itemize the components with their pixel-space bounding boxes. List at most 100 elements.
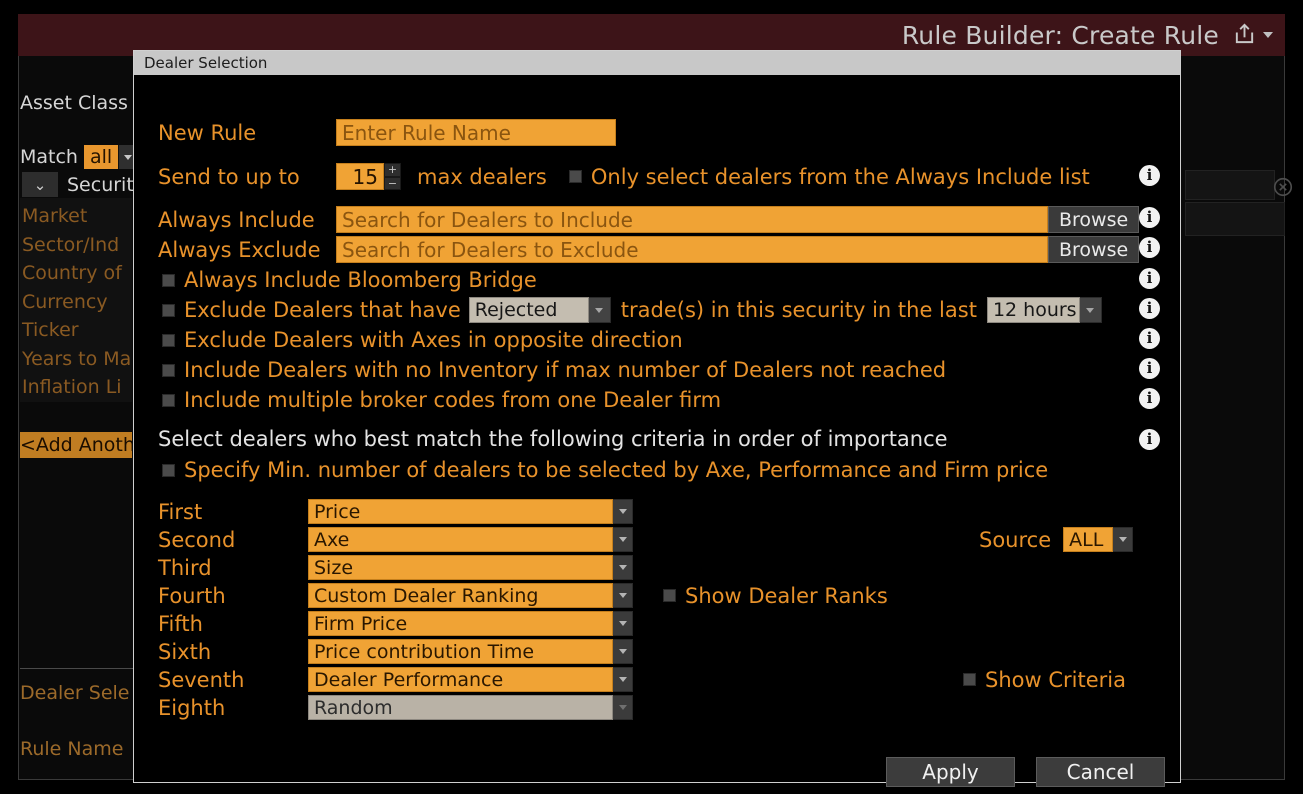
always-exclude-label: Always Exclude: [158, 237, 321, 262]
info-icon[interactable]: i: [1139, 429, 1160, 450]
option-exclude-axes-row[interactable]: Exclude Dealers with Axes in opposite di…: [162, 328, 683, 352]
info-icon[interactable]: i: [1139, 268, 1160, 289]
add-another-button[interactable]: <Add Anoth: [20, 432, 132, 458]
info-icon-glyph: i: [1139, 298, 1160, 319]
chevron-down-icon[interactable]: [1113, 527, 1134, 552]
ranking-row-fourth: Fourth Custom Dealer Ranking Show Dealer…: [158, 583, 888, 608]
info-icon[interactable]: i: [1139, 207, 1160, 228]
source-select[interactable]: ALL: [1063, 527, 1134, 552]
rejected-status-value: Rejected: [468, 297, 589, 323]
info-icon[interactable]: i: [1139, 328, 1160, 349]
cancel-button[interactable]: Cancel: [1036, 757, 1165, 787]
specify-min-row[interactable]: Specify Min. number of dealers to be sel…: [162, 458, 1048, 482]
send-to-row: Send to up to 15 + − max dealers Only se…: [158, 163, 1090, 190]
max-dealers-stepper[interactable]: 15 + −: [336, 163, 401, 190]
minus-icon[interactable]: −: [384, 176, 401, 190]
ranking-select-first[interactable]: Price: [308, 499, 633, 524]
show-criteria-checkbox[interactable]: [963, 673, 976, 686]
match-dropdown-chevron-down-icon[interactable]: [118, 145, 137, 169]
chevron-down-icon[interactable]: [613, 527, 633, 552]
ranking-select-seventh[interactable]: Dealer Performance: [308, 667, 633, 692]
background-field-upper[interactable]: [1185, 170, 1275, 200]
ranking-select-fifth[interactable]: Firm Price: [308, 611, 633, 636]
info-icon[interactable]: i: [1139, 388, 1160, 409]
info-icon-glyph: i: [1139, 268, 1160, 289]
chevron-down-icon[interactable]: [613, 611, 633, 636]
exclude-axes-opposite-checkbox[interactable]: [162, 333, 175, 347]
ranking-value: Custom Dealer Ranking: [308, 583, 613, 608]
stepper-buttons: + −: [384, 163, 401, 190]
ranking-select-sixth[interactable]: Price contribution Time: [308, 639, 633, 664]
plus-icon[interactable]: +: [384, 163, 401, 177]
list-item[interactable]: Years to Ma: [22, 347, 132, 370]
list-item[interactable]: Inflation Li: [22, 376, 122, 398]
match-row: Match all: [20, 145, 137, 169]
max-dealers-value[interactable]: 15: [336, 163, 384, 190]
list-item[interactable]: Market: [22, 205, 88, 227]
ranking-select-third[interactable]: Size: [308, 555, 633, 580]
option-bloomberg-bridge-row[interactable]: Always Include Bloomberg Bridge: [162, 268, 537, 292]
chevron-down-icon[interactable]: [1263, 32, 1273, 38]
share-export-icon[interactable]: [1233, 22, 1256, 49]
always-include-browse-button[interactable]: Browse: [1048, 206, 1140, 233]
chevron-down-icon[interactable]: [588, 297, 611, 323]
info-icon[interactable]: i: [1139, 237, 1160, 258]
apply-button[interactable]: Apply: [886, 757, 1015, 787]
ranking-ordinal: Eighth: [158, 695, 226, 720]
dialog-titlebar: Dealer Selection: [134, 51, 1180, 75]
ranking-select-second[interactable]: Axe: [308, 527, 633, 552]
list-item[interactable]: Sector/Ind: [22, 233, 120, 256]
background-field-lower[interactable]: [1185, 202, 1285, 236]
always-include-bloomberg-bridge-checkbox[interactable]: [162, 273, 175, 287]
security-label: Securit: [67, 173, 134, 196]
ranking-ordinal: Fifth: [158, 611, 203, 636]
option-multiple-broker-codes-row[interactable]: Include multiple broker codes from one D…: [162, 388, 721, 412]
ranking-value: Dealer Performance: [308, 667, 613, 692]
always-exclude-browse-button[interactable]: Browse: [1048, 236, 1140, 263]
match-value[interactable]: all: [83, 145, 119, 169]
exclude-rejected-checkbox[interactable]: [162, 303, 175, 317]
chevron-down-icon[interactable]: [613, 555, 633, 580]
rule-name-bg-label: Rule Name: [20, 738, 124, 760]
ranking-select-fourth[interactable]: Custom Dealer Ranking: [308, 583, 633, 608]
security-row[interactable]: ⌄ Securit: [22, 172, 134, 197]
ranking-ordinal: Third: [158, 555, 212, 580]
chevron-down-icon[interactable]: [613, 639, 633, 664]
show-dealer-ranks-checkbox[interactable]: [663, 589, 676, 602]
list-item[interactable]: Country of: [22, 262, 122, 284]
rejected-status-select[interactable]: Rejected: [468, 297, 611, 323]
clear-circle-x-icon[interactable]: [1272, 176, 1294, 202]
specify-min-checkbox[interactable]: [162, 463, 175, 477]
info-icon-glyph: i: [1139, 429, 1160, 450]
only-always-include-checkbox[interactable]: [568, 170, 582, 183]
info-icon[interactable]: i: [1139, 298, 1160, 319]
info-icon-glyph: i: [1139, 358, 1160, 379]
chevron-down-icon[interactable]: [613, 667, 633, 692]
chevron-down-icon[interactable]: [1079, 297, 1102, 323]
info-icon[interactable]: i: [1139, 358, 1160, 379]
dialog-body: New Rule Enter Rule Name Send to up to 1…: [134, 75, 1180, 787]
list-item[interactable]: Ticker: [22, 319, 79, 341]
info-icon-glyph: i: [1139, 328, 1160, 349]
chevron-down-icon[interactable]: [613, 583, 633, 608]
always-exclude-input[interactable]: Search for Dealers to Exclude: [336, 236, 1048, 263]
include-no-inventory-checkbox[interactable]: [162, 363, 175, 377]
show-dealer-ranks-label: Show Dealer Ranks: [685, 583, 888, 608]
option-include-no-inventory-row[interactable]: Include Dealers with no Inventory if max…: [162, 358, 946, 382]
specify-min-label: Specify Min. number of dealers to be sel…: [184, 458, 1049, 482]
background-divider: [20, 668, 138, 669]
list-item[interactable]: Currency: [22, 290, 108, 313]
asset-class-label: Asset Class: [20, 92, 128, 114]
info-icon[interactable]: i: [1139, 165, 1160, 186]
ranking-ordinal: Second: [158, 527, 236, 552]
always-include-input[interactable]: Search for Dealers to Include: [336, 206, 1048, 233]
expand-chevron-double-down-icon[interactable]: ⌄: [22, 172, 58, 197]
source-value: ALL: [1063, 527, 1114, 552]
ranking-value: Random: [308, 695, 613, 720]
show-criteria-label: Show Criteria: [985, 667, 1126, 692]
new-rule-input[interactable]: Enter Rule Name: [336, 119, 616, 146]
chevron-down-icon[interactable]: [613, 499, 633, 524]
rejected-period-select[interactable]: 12 hours: [986, 297, 1102, 323]
info-icon-glyph: i: [1139, 207, 1160, 228]
include-multiple-broker-codes-checkbox[interactable]: [162, 393, 175, 407]
